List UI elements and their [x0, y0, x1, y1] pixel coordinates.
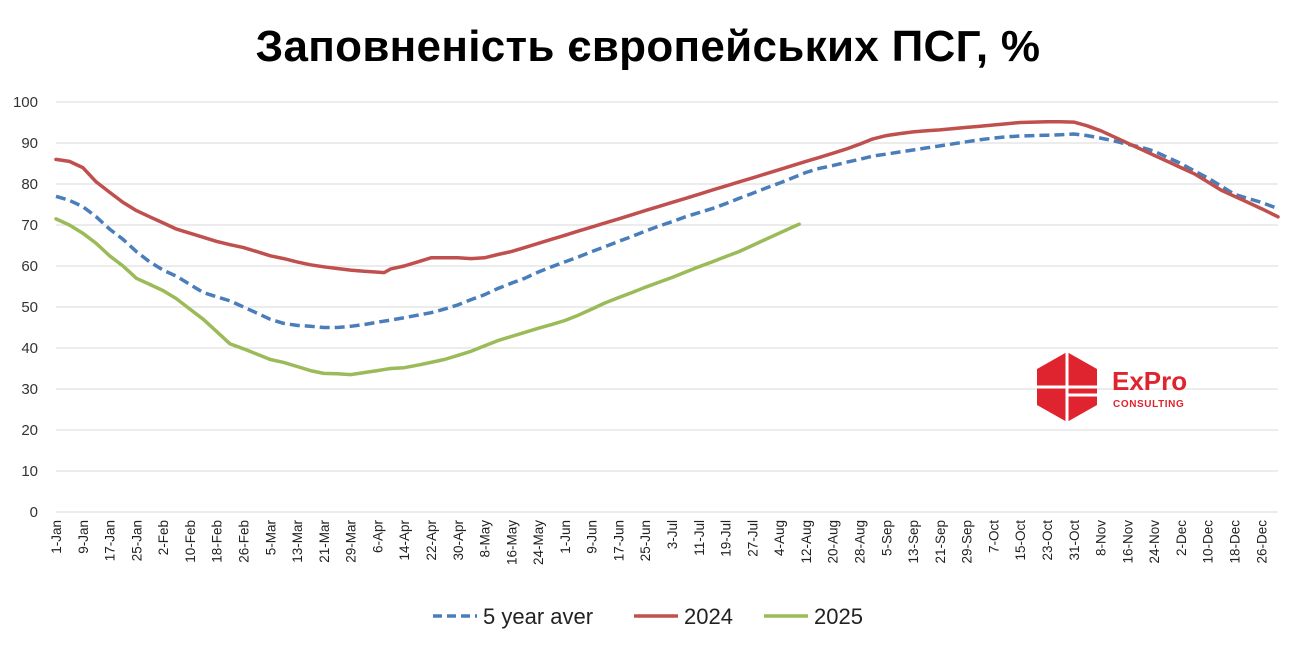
x-tick-label: 20-Aug — [826, 520, 841, 564]
x-tick-label: 14-Apr — [397, 520, 412, 561]
series-lines — [54, 119, 1280, 377]
series-line-2 — [54, 217, 801, 377]
x-tick-label: 12-Aug — [799, 520, 814, 564]
x-tick-label: 9-Jan — [76, 520, 91, 554]
y-tick-label: 60 — [21, 258, 38, 275]
x-tick-label: 3-Jul — [665, 520, 680, 549]
y-tick-label: 100 — [13, 94, 38, 111]
y-tick-label: 30 — [21, 381, 38, 398]
legend-label-1: 2024 — [684, 604, 733, 629]
y-tick-label: 0 — [30, 504, 38, 521]
x-tick-label: 1-Jan — [49, 520, 64, 554]
x-tick-label: 18-Feb — [210, 520, 225, 563]
gridlines — [56, 101, 1278, 472]
x-tick-label: 24-May — [531, 520, 546, 565]
x-tick-label: 1-Jun — [558, 520, 573, 554]
x-tick-label: 31-Oct — [1067, 520, 1082, 561]
x-tick-label: 7-Oct — [986, 520, 1001, 553]
x-axis-ticks: 1-Jan 9-Jan 17-Jan 25-Jan 2-Feb 10-Feb 18-Feb 2… — [49, 519, 1269, 565]
x-tick-label: 29-Mar — [344, 520, 359, 563]
x-tick-label: 10-Feb — [183, 520, 198, 563]
y-tick-label: 50 — [21, 299, 38, 316]
x-tick-label: 17-Jun — [611, 520, 626, 561]
y-tick-label: 80 — [21, 176, 38, 193]
legend-label-2: 2025 — [814, 604, 863, 629]
x-tick-label: 5-Mar — [263, 520, 278, 556]
y-tick-label: 10 — [21, 463, 38, 480]
x-tick-label: 25-Jan — [129, 520, 144, 561]
x-tick-label: 8-May — [478, 520, 493, 558]
x-tick-label: 9-Jun — [585, 520, 600, 554]
x-tick-label: 6-Apr — [370, 519, 385, 553]
x-tick-label: 30-Apr — [451, 520, 466, 561]
x-tick-label: 24-Nov — [1147, 520, 1162, 564]
series-line-1 — [54, 119, 1280, 275]
series-line-0 — [55, 132, 1279, 330]
x-tick-label: 18-Dec — [1227, 520, 1242, 564]
x-tick-label: 10-Dec — [1201, 520, 1216, 564]
chart-title: Заповненість європейських ПСГ, % — [255, 22, 1041, 71]
x-tick-label: 25-Jun — [638, 520, 653, 561]
x-tick-label: 4-Aug — [772, 520, 787, 556]
logo-name: ExPro — [1112, 366, 1187, 396]
x-tick-label: 11-Jul — [692, 520, 707, 556]
x-tick-label: 23-Oct — [1040, 520, 1055, 561]
y-tick-label: 20 — [21, 422, 38, 439]
expro-logo: ExPro CONSULTING — [1037, 352, 1187, 422]
x-tick-label: 17-Jan — [103, 520, 118, 561]
legend: 5 year aver 2024 2025 — [433, 604, 863, 629]
x-tick-label: 21-Mar — [317, 520, 332, 563]
y-tick-label: 90 — [21, 135, 38, 152]
x-tick-label: 19-Jul — [719, 520, 734, 557]
logo-subtitle: CONSULTING — [1113, 399, 1184, 410]
x-tick-label: 26-Feb — [236, 520, 251, 563]
y-axis-ticks: 0 10 20 30 40 50 60 70 80 90 100 — [13, 94, 38, 521]
x-tick-label: 5-Sep — [879, 520, 894, 556]
x-tick-label: 22-Apr — [424, 520, 439, 561]
y-tick-label: 40 — [21, 340, 38, 357]
x-tick-label: 29-Sep — [960, 520, 975, 564]
x-tick-label: 15-Oct — [1013, 520, 1028, 561]
x-tick-label: 26-Dec — [1254, 520, 1269, 564]
x-tick-label: 28-Aug — [853, 520, 868, 564]
x-tick-label: 13-Mar — [290, 520, 305, 563]
legend-label-0: 5 year aver — [483, 604, 593, 629]
x-tick-label: 21-Sep — [933, 520, 948, 564]
x-tick-label: 2-Feb — [156, 520, 171, 555]
x-tick-label: 13-Sep — [906, 520, 921, 564]
x-tick-label: 16-May — [504, 520, 519, 565]
x-tick-label: 16-Nov — [1120, 520, 1135, 564]
x-tick-label: 27-Jul — [745, 520, 760, 557]
x-tick-label: 8-Nov — [1094, 520, 1109, 556]
x-tick-label: 2-Dec — [1174, 520, 1189, 556]
logo-hexagon-icon — [1037, 352, 1097, 422]
y-tick-label: 70 — [21, 217, 38, 234]
